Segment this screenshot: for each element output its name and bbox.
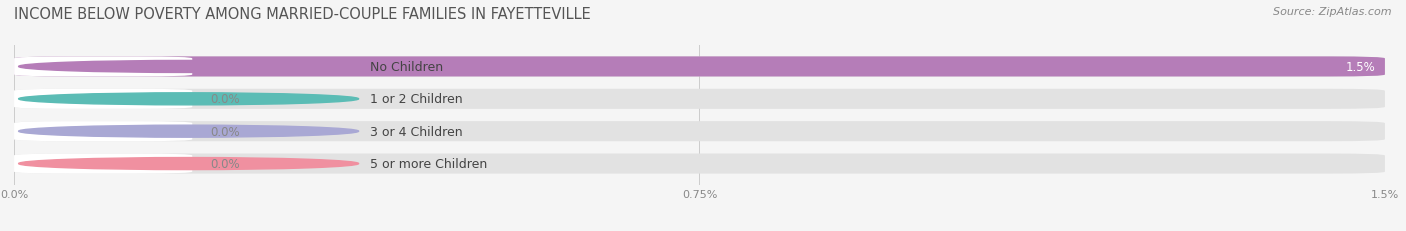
FancyBboxPatch shape: [14, 122, 193, 142]
Text: No Children: No Children: [370, 61, 443, 74]
FancyBboxPatch shape: [14, 57, 1385, 77]
Text: 3 or 4 Children: 3 or 4 Children: [370, 125, 463, 138]
Circle shape: [18, 158, 359, 170]
FancyBboxPatch shape: [14, 122, 1385, 142]
Circle shape: [18, 93, 359, 105]
Text: 0.0%: 0.0%: [211, 93, 240, 106]
Circle shape: [18, 61, 359, 73]
FancyBboxPatch shape: [14, 154, 193, 174]
Text: 0.0%: 0.0%: [211, 157, 240, 170]
Text: Source: ZipAtlas.com: Source: ZipAtlas.com: [1274, 7, 1392, 17]
Text: INCOME BELOW POVERTY AMONG MARRIED-COUPLE FAMILIES IN FAYETTEVILLE: INCOME BELOW POVERTY AMONG MARRIED-COUPL…: [14, 7, 591, 22]
FancyBboxPatch shape: [14, 57, 1385, 77]
FancyBboxPatch shape: [14, 89, 193, 109]
Text: 1.5%: 1.5%: [1346, 61, 1376, 74]
FancyBboxPatch shape: [14, 57, 193, 77]
FancyBboxPatch shape: [14, 89, 1385, 109]
Text: 5 or more Children: 5 or more Children: [370, 157, 486, 170]
Text: 1 or 2 Children: 1 or 2 Children: [370, 93, 463, 106]
Text: 0.0%: 0.0%: [211, 125, 240, 138]
FancyBboxPatch shape: [14, 154, 1385, 174]
Circle shape: [18, 126, 359, 138]
